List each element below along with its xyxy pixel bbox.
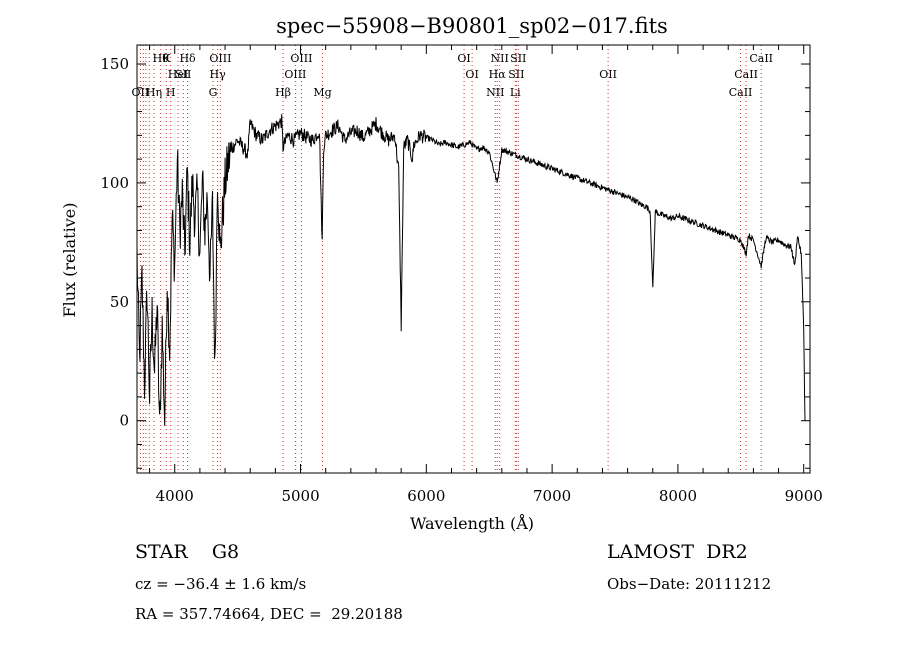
x-tick-label: 5000 [281,487,319,505]
reference-line-labels: OIIHηHθKHHeISIIHδGHγOIIIHβOIIIOIIIMgOIOI… [132,52,773,99]
reference-line-label-24: SII [508,68,524,81]
reference-line-label-18: OI [457,52,470,65]
y-axis-ticks: 0 50 100 150 [100,55,810,469]
observation-date: Obs−Date: 20111212 [607,575,772,593]
y-tick-label: 50 [110,293,129,311]
reference-line-label-9: SII [175,68,191,81]
reference-line-label-19: OI [465,68,478,81]
reference-line-label-13: OIII [209,52,231,65]
x-tick-label: 9000 [785,487,823,505]
x-tick-label: 6000 [407,487,445,505]
y-tick-label: 100 [100,174,129,192]
redshift-cz: cz = −36.4 ± 1.6 km/s [135,575,307,593]
reference-line-label-22: NII [491,52,509,65]
reference-line-label-26: OII [599,68,617,81]
ra-dec-coordinates: RA = 357.74664, DEC = 29.20188 [135,605,403,623]
reference-line-label-21: Hα [489,68,507,81]
reference-line-label-14: Hβ [275,86,291,99]
x-axis-ticks: 4000 5000 6000 7000 8000 9000 [149,45,823,505]
reference-line-label-23: Li [510,86,521,99]
reference-line-label-20: NII [486,86,504,99]
spectrum-series-line [136,114,806,426]
x-tick-label: 4000 [156,487,194,505]
plot-frame [136,44,811,474]
object-class: STAR G8 [135,541,240,563]
x-axis-label: Wavelength (Å) [410,513,534,533]
reference-line-label-5: Hθ [153,52,170,65]
reference-lines [139,45,762,473]
reference-line-label-10: Hδ [179,52,196,65]
y-axis-label: Flux (relative) [60,203,79,318]
y-tick-label: 0 [119,412,129,430]
survey-name: LAMOST DR2 [607,541,748,563]
reference-line-label-6: K [162,52,171,65]
reference-line-label-12: Hγ [210,68,227,81]
reference-line-label-27: CaII [729,86,753,99]
reference-line-label-29: CaII [749,52,773,65]
reference-line-label-15: OIII [284,68,306,81]
reference-line-label-25: SII [510,52,526,65]
reference-line-label-17: Mg [313,86,331,99]
reference-line-label-11: G [209,86,218,99]
reference-line-label-0: OII [132,86,150,99]
chart-title: spec−55908−B90801_sp02−017.fits [276,14,668,38]
reference-line-label-28: CaII [734,68,758,81]
y-tick-label: 150 [100,55,129,73]
x-tick-label: 8000 [659,487,697,505]
x-tick-label: 7000 [533,487,571,505]
reference-line-label-8: HeI [168,68,188,81]
reference-line-label-4: Hη [146,86,162,99]
reference-line-label-16: OIII [290,52,312,65]
reference-line-label-7: H [166,86,176,99]
